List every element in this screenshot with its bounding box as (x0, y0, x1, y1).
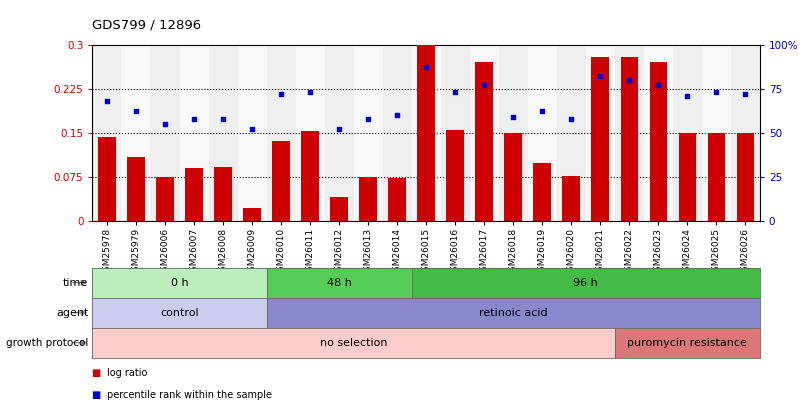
Point (275, 91, 287, 97)
Bar (678, 133, 695, 221)
Bar (324, 45, 353, 221)
Text: time: time (63, 278, 88, 288)
Bar (214, 167, 231, 221)
Point (622, 77, 635, 83)
Point (593, 73, 606, 79)
Bar (498, 45, 527, 221)
Bar (353, 45, 382, 221)
Bar (330, 197, 348, 221)
Bar (643, 45, 672, 221)
Bar (562, 176, 579, 221)
Point (216, 115, 229, 122)
Bar (707, 133, 724, 221)
Text: 48 h: 48 h (326, 278, 351, 288)
Bar (243, 208, 260, 221)
Bar (475, 62, 492, 221)
Bar (150, 45, 179, 221)
Bar (730, 45, 759, 221)
Text: control: control (160, 308, 198, 318)
Bar (121, 45, 150, 221)
Bar (272, 141, 289, 221)
Bar (98, 137, 116, 221)
Bar (127, 157, 145, 221)
Bar (736, 133, 753, 221)
Bar (208, 45, 237, 221)
Point (564, 115, 577, 122)
Text: retinoic acid: retinoic acid (479, 308, 547, 318)
Bar (591, 58, 608, 221)
Bar (267, 45, 296, 221)
Bar (469, 45, 498, 221)
Point (361, 115, 374, 122)
Bar (701, 45, 730, 221)
Point (332, 126, 345, 132)
Bar (440, 45, 469, 221)
Point (738, 91, 751, 97)
Bar (296, 45, 324, 221)
Point (129, 108, 142, 115)
Point (506, 113, 519, 120)
Bar (585, 45, 614, 221)
Bar (237, 45, 267, 221)
Bar (620, 58, 637, 221)
Point (709, 89, 722, 95)
Point (158, 121, 171, 127)
Text: agent: agent (56, 308, 88, 318)
Bar (388, 178, 406, 221)
Bar (156, 177, 173, 221)
Text: puromycin resistance: puromycin resistance (626, 338, 746, 347)
Text: GDS799 / 12896: GDS799 / 12896 (92, 18, 202, 31)
Bar (179, 45, 208, 221)
Bar (614, 45, 643, 221)
Text: percentile rank within the sample: percentile rank within the sample (107, 390, 271, 400)
Point (187, 115, 200, 122)
Bar (359, 177, 377, 221)
Bar (417, 45, 434, 221)
Bar (533, 163, 550, 221)
Point (680, 92, 693, 99)
Text: 0 h: 0 h (170, 278, 188, 288)
Point (419, 64, 432, 71)
Point (477, 82, 490, 88)
Point (651, 82, 664, 88)
Bar (446, 130, 463, 221)
Point (100, 98, 113, 104)
Bar (301, 132, 318, 221)
Bar (92, 45, 121, 221)
Bar (672, 45, 701, 221)
Bar (382, 45, 411, 221)
Bar (411, 45, 440, 221)
Text: ■: ■ (92, 390, 104, 400)
Bar (503, 133, 521, 221)
Point (535, 108, 548, 115)
Bar (527, 45, 556, 221)
Point (245, 126, 258, 132)
Text: log ratio: log ratio (107, 368, 147, 377)
Point (390, 112, 403, 118)
Text: ■: ■ (92, 368, 104, 377)
Text: no selection: no selection (320, 338, 387, 347)
Bar (185, 168, 202, 221)
Bar (649, 62, 666, 221)
Bar (556, 45, 585, 221)
Point (304, 89, 316, 95)
Text: growth protocol: growth protocol (6, 338, 88, 347)
Text: 96 h: 96 h (573, 278, 597, 288)
Point (448, 89, 461, 95)
